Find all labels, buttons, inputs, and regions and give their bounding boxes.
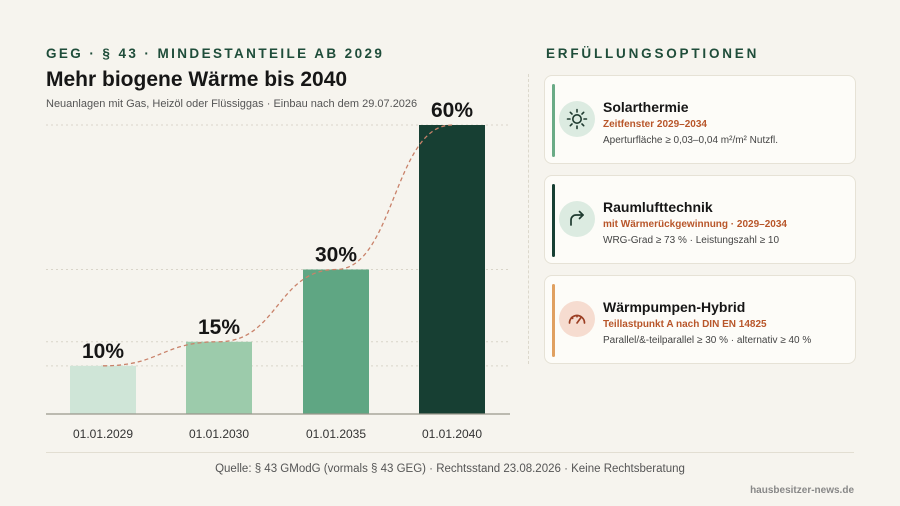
card-description: Parallel/&-teilparallel ≥ 30 % · alterna… — [603, 335, 812, 346]
trend-line — [102, 124, 453, 367]
x-tick-label: 01.01.2030 — [189, 427, 249, 441]
card-subtitle: Teillastpunkt A nach DIN EN 14825 — [603, 319, 767, 330]
card-title: Solarthermie — [603, 99, 689, 115]
chart-title: Mehr biogene Wärme bis 2040 — [46, 68, 348, 91]
card-accent-bar — [552, 284, 555, 357]
data-label: 30% — [315, 244, 357, 267]
bar-01.01.2035 — [303, 269, 369, 414]
data-label: 60% — [431, 99, 473, 122]
bar-01.01.2040 — [419, 125, 485, 414]
source-note: Quelle: § 43 GModG (vormals § 43 GEG) · … — [215, 463, 685, 475]
data-label: 15% — [198, 316, 240, 339]
card-description: WRG-Grad ≥ 73 % · Leistungszahl ≥ 10 — [603, 235, 780, 246]
sun-icon — [559, 101, 595, 137]
card-subtitle: Zeitfenster 2029–2034 — [603, 119, 707, 130]
card-accent-bar — [552, 184, 555, 257]
option-card-waermepumpe: Wärmpumpen-Hybrid Teillastpunkt A nach D… — [544, 275, 856, 364]
bar-01.01.2030 — [186, 341, 252, 414]
card-description: Aperturfläche ≥ 0,03–0,04 m²/m² Nutzfl. — [603, 135, 779, 146]
footer-divider — [46, 452, 854, 453]
options-heading: ERFÜLLUNGSOPTIONEN — [546, 46, 760, 61]
x-tick-label: 01.01.2029 — [73, 427, 133, 441]
bar-01.01.2029 — [70, 365, 136, 414]
card-subtitle: mit Wärmerückgewinnung · 2029–2034 — [603, 219, 787, 230]
brand-label: hausbesitzer-news.de — [750, 485, 854, 496]
bar-chart: 10% 15% 30% 60% 01.01.2029 01.01.2030 01.01.20… — [46, 99, 510, 441]
x-tick-label: 01.01.2040 — [422, 427, 482, 441]
rotate-arrow-icon — [559, 201, 595, 237]
column-divider — [528, 74, 529, 364]
card-accent-bar — [552, 84, 555, 157]
option-card-raumlufttechnik: Raumlufttechnik mit Wärmerückgewinnung ·… — [544, 175, 856, 264]
data-label: 10% — [82, 340, 124, 363]
gauge-icon — [559, 301, 595, 337]
card-title: Raumlufttechnik — [603, 199, 713, 215]
chart-subtitle: Neuanlagen mit Gas, Heizöl oder Flüssigg… — [46, 98, 418, 110]
x-tick-label: 01.01.2035 — [306, 427, 366, 441]
card-title: Wärmpumpen-Hybrid — [603, 299, 746, 315]
chart-eyebrow: GEG · § 43 · MINDESTANTEILE AB 2029 — [46, 46, 385, 61]
option-card-solarthermie: Solarthermie Zeitfenster 2029–2034 Apert… — [544, 75, 856, 164]
